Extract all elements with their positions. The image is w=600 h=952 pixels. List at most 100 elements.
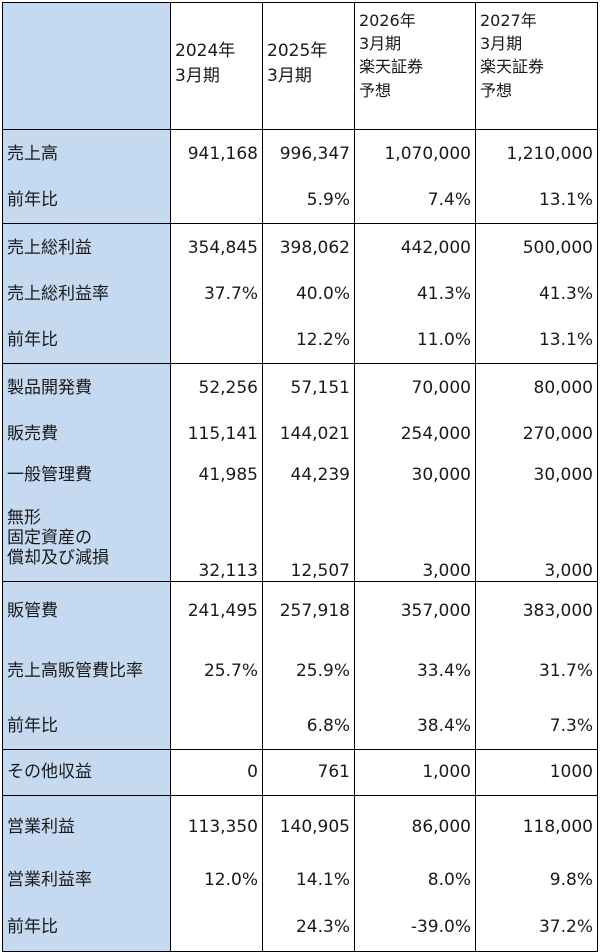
cell: 30,000 bbox=[354, 457, 476, 494]
cell: 37.7% bbox=[170, 271, 263, 318]
cell: 1000 bbox=[475, 749, 598, 796]
row-label: 前年比 bbox=[2, 703, 171, 750]
cell: 52,256 bbox=[170, 363, 263, 412]
row-label: 売上総利益率 bbox=[2, 271, 171, 318]
cell: 118,000 bbox=[475, 795, 598, 858]
row-label: 製品開発費 bbox=[2, 363, 171, 412]
cell: 41.3% bbox=[354, 271, 476, 318]
cell: 5.9% bbox=[262, 177, 355, 224]
cell: 33.4% bbox=[354, 639, 476, 704]
cell: 41,985 bbox=[170, 457, 263, 494]
table-row: 売上高 941,168 996,347 1,070,000 1,210,000 bbox=[2, 129, 598, 178]
row-label: 前年比 bbox=[2, 317, 171, 364]
cell bbox=[170, 317, 263, 364]
cell: 13.1% bbox=[475, 177, 598, 224]
row-label: 営業利益 bbox=[2, 795, 171, 858]
header-row: 2024年 3月期 2025年 3月期 2026年 3月期 楽天証券 予想 2027年 3月… bbox=[2, 2, 598, 130]
cell: 37.2% bbox=[475, 903, 598, 952]
cell: 14.1% bbox=[262, 857, 355, 904]
row-label-amortization: 無形 固定資産の 償却及び減損 bbox=[2, 493, 171, 582]
cell: 1,000 bbox=[354, 749, 476, 796]
cell: -39.0% bbox=[354, 903, 476, 952]
cell: 86,000 bbox=[354, 795, 476, 858]
cell: 32,113 bbox=[170, 493, 263, 582]
cell: 761 bbox=[262, 749, 355, 796]
cell bbox=[170, 903, 263, 952]
header-fy2027-forecast: 2027年 3月期 楽天証券 予想 bbox=[475, 2, 598, 130]
cell: 25.7% bbox=[170, 639, 263, 704]
table-row: その他収益 0 761 1,000 1000 bbox=[2, 749, 598, 796]
row-label: 売上高販管費比率 bbox=[2, 639, 171, 704]
cell: 41.3% bbox=[475, 271, 598, 318]
cell: 44,239 bbox=[262, 457, 355, 494]
row-label: 前年比 bbox=[2, 177, 171, 224]
cell: 442,000 bbox=[354, 223, 476, 272]
cell: 7.4% bbox=[354, 177, 476, 224]
header-fy2025: 2025年 3月期 bbox=[262, 2, 355, 130]
cell: 0 bbox=[170, 749, 263, 796]
table-row: 営業利益率 12.0% 14.1% 8.0% 9.8% bbox=[2, 857, 598, 904]
cell: 500,000 bbox=[475, 223, 598, 272]
cell: 354,845 bbox=[170, 223, 263, 272]
cell: 383,000 bbox=[475, 581, 598, 640]
cell: 254,000 bbox=[354, 411, 476, 458]
cell: 140,905 bbox=[262, 795, 355, 858]
cell: 12.2% bbox=[262, 317, 355, 364]
table-row: 販売費 115,141 144,021 254,000 270,000 bbox=[2, 411, 598, 458]
cell: 12.0% bbox=[170, 857, 263, 904]
table-row: 前年比 12.2% 11.0% 13.1% bbox=[2, 317, 598, 364]
cell: 113,350 bbox=[170, 795, 263, 858]
cell: 357,000 bbox=[354, 581, 476, 640]
cell: 6.8% bbox=[262, 703, 355, 750]
cell: 80,000 bbox=[475, 363, 598, 412]
cell: 40.0% bbox=[262, 271, 355, 318]
header-fy2026-forecast: 2026年 3月期 楽天証券 予想 bbox=[354, 2, 476, 130]
row-label: 売上総利益 bbox=[2, 223, 171, 272]
row-label: 売上高 bbox=[2, 129, 171, 178]
cell: 1,210,000 bbox=[475, 129, 598, 178]
table-row: 無形 固定資産の 償却及び減損 32,113 12,507 3,000 3,000 bbox=[2, 493, 598, 582]
cell: 8.0% bbox=[354, 857, 476, 904]
cell: 57,151 bbox=[262, 363, 355, 412]
cell bbox=[170, 703, 263, 750]
cell: 12,507 bbox=[262, 493, 355, 582]
table-row: 製品開発費 52,256 57,151 70,000 80,000 bbox=[2, 363, 598, 412]
header-fy2024: 2024年 3月期 bbox=[170, 2, 263, 130]
cell: 31.7% bbox=[475, 639, 598, 704]
cell: 241,495 bbox=[170, 581, 263, 640]
cell: 3,000 bbox=[354, 493, 476, 582]
cell: 24.3% bbox=[262, 903, 355, 952]
table-row: 一般管理費 41,985 44,239 30,000 30,000 bbox=[2, 457, 598, 494]
cell: 13.1% bbox=[475, 317, 598, 364]
cell: 115,141 bbox=[170, 411, 263, 458]
cell: 3,000 bbox=[475, 493, 598, 582]
cell: 1,070,000 bbox=[354, 129, 476, 178]
cell: 996,347 bbox=[262, 129, 355, 178]
cell: 398,062 bbox=[262, 223, 355, 272]
table-row: 売上総利益率 37.7% 40.0% 41.3% 41.3% bbox=[2, 271, 598, 318]
table-row: 前年比 6.8% 38.4% 7.3% bbox=[2, 703, 598, 750]
cell: 38.4% bbox=[354, 703, 476, 750]
table-row: 営業利益 113,350 140,905 86,000 118,000 bbox=[2, 795, 598, 858]
header-corner bbox=[2, 2, 171, 130]
row-label: 一般管理費 bbox=[2, 457, 171, 494]
cell: 257,918 bbox=[262, 581, 355, 640]
row-label: 営業利益率 bbox=[2, 857, 171, 904]
row-label: その他収益 bbox=[2, 749, 171, 796]
row-label: 販管費 bbox=[2, 581, 171, 640]
cell: 30,000 bbox=[475, 457, 598, 494]
cell: 9.8% bbox=[475, 857, 598, 904]
cell: 7.3% bbox=[475, 703, 598, 750]
cell: 11.0% bbox=[354, 317, 476, 364]
cell: 25.9% bbox=[262, 639, 355, 704]
row-label: 前年比 bbox=[2, 903, 171, 952]
table-row: 前年比 24.3% -39.0% 37.2% bbox=[2, 903, 598, 952]
row-label: 販売費 bbox=[2, 411, 171, 458]
table-row: 販管費 241,495 257,918 357,000 383,000 bbox=[2, 581, 598, 640]
table-row: 売上高販管費比率 25.7% 25.9% 33.4% 31.7% bbox=[2, 639, 598, 704]
cell: 941,168 bbox=[170, 129, 263, 178]
cell: 144,021 bbox=[262, 411, 355, 458]
table-row: 売上総利益 354,845 398,062 442,000 500,000 bbox=[2, 223, 598, 272]
table-row: 前年比 5.9% 7.4% 13.1% bbox=[2, 177, 598, 224]
